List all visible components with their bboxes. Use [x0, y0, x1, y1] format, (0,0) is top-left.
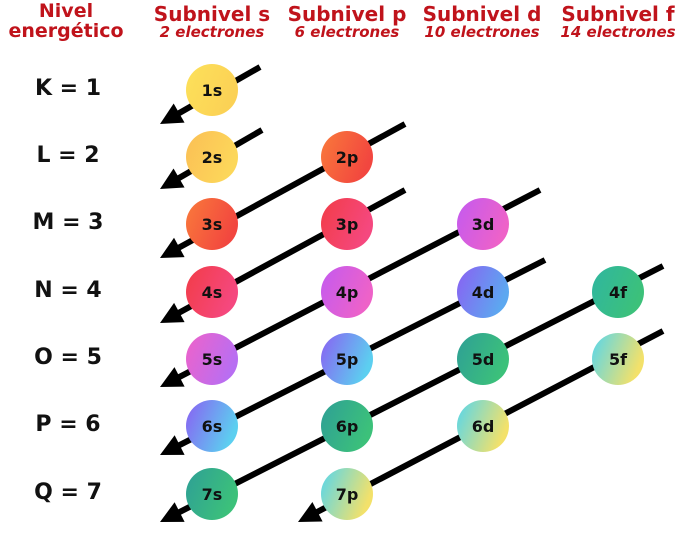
orbital-label-2p: 2p [336, 148, 359, 167]
orbital-5s: 5s [186, 333, 238, 385]
arrow-head-2 [160, 168, 185, 189]
column-header-f: Subnivel f 14 electrones [553, 4, 683, 41]
column-header-s: Subnivel s 2 electrones [148, 4, 276, 41]
orbital-circle-4p [321, 266, 373, 318]
orbital-6d: 6d [457, 400, 509, 452]
orbital-label-5s: 5s [202, 350, 223, 369]
orbital-circle-3s [186, 198, 238, 250]
orbital-label-1s: 1s [202, 81, 223, 100]
orbital-label-7p: 7p [336, 485, 359, 504]
orbital-circle-5d [457, 333, 509, 385]
orbital-5p: 5p [321, 333, 373, 385]
orbital-4s: 4s [186, 266, 238, 318]
orbital-4p: 4p [321, 266, 373, 318]
orbital-label-5p: 5p [336, 350, 359, 369]
column-subtitle-p: 6 electrones [294, 23, 400, 41]
orbital-circle-5s [186, 333, 238, 385]
orbital-label-4p: 4p [336, 283, 359, 302]
arrow-head-7 [160, 502, 185, 522]
orbital-circle-1s [186, 64, 238, 116]
arrow-head-3 [160, 237, 185, 258]
column-subtitle-d: 10 electrones [424, 23, 540, 41]
orbital-circle-6p [321, 400, 373, 452]
orbital-label-3d: 3d [472, 215, 495, 234]
orbital-2p: 2p [321, 131, 373, 183]
orbital-3s: 3s [186, 198, 238, 250]
orbital-5f: 5f [592, 333, 644, 385]
orbital-label-5d: 5d [472, 350, 495, 369]
orbital-circle-6s [186, 400, 238, 452]
orbital-circle-3d [457, 198, 509, 250]
orbital-label-4d: 4d [472, 283, 495, 302]
orbital-circle-4f [592, 266, 644, 318]
orbital-circle-2p [321, 131, 373, 183]
orbital-circle-7p [321, 468, 373, 520]
orbital-4f: 4f [592, 266, 644, 318]
level-label-k: K = 1 [34, 76, 102, 101]
level-label-l: L = 2 [36, 143, 100, 168]
orbital-circle-4d [457, 266, 509, 318]
orbital-circle-2s [186, 131, 238, 183]
column-header-d: Subnivel d 10 electrones [418, 4, 546, 41]
orbital-circle-5f [592, 333, 644, 385]
arrow-head-6 [160, 435, 185, 455]
orbital-label-6p: 6p [336, 417, 359, 436]
orbital-label-3p: 3p [336, 215, 359, 234]
orbital-circle-4s [186, 266, 238, 318]
column-subtitle-f: 14 electrones [560, 23, 676, 41]
column-title-p: Subnivel p [287, 2, 407, 26]
column-title-s: Subnivel s [153, 2, 271, 26]
orbital-label-4s: 4s [202, 283, 223, 302]
column-header-p: Subnivel p 6 electrones [283, 4, 411, 41]
orbital-label-5f: 5f [609, 350, 628, 369]
level-label-q: Q = 7 [34, 480, 102, 505]
orbital-circle-3p [321, 198, 373, 250]
orbital-label-6d: 6d [472, 417, 495, 436]
arrow-line-7 [176, 263, 665, 516]
orbital-circle-7s [186, 468, 238, 520]
orbital-7p: 7p [321, 468, 373, 520]
orbital-6s: 6s [186, 400, 238, 452]
orbital-circle-6d [457, 400, 509, 452]
arrow-head-8 [298, 502, 323, 522]
column-title-f: Subnivel f [561, 2, 675, 26]
orbital-5d: 5d [457, 333, 509, 385]
column-subtitle-s: 2 electrones [159, 23, 265, 41]
orbital-7s: 7s [186, 468, 238, 520]
orbital-6p: 6p [321, 400, 373, 452]
level-label-o: O = 5 [34, 345, 102, 370]
orbital-2s: 2s [186, 131, 238, 183]
level-label-p: P = 6 [35, 412, 101, 437]
level-label-m: M = 3 [32, 210, 104, 235]
level-column-title: Nivel energético [8, 0, 124, 42]
orbital-1s: 1s [186, 64, 238, 116]
orbital-3p: 3p [321, 198, 373, 250]
orbital-label-6s: 6s [202, 417, 223, 436]
arrow-head-4 [160, 302, 185, 323]
column-title-d: Subnivel d [422, 2, 542, 26]
orbital-circles: 1s 2s 2p 3s 3p 3d 4s 4p 4d 4f 5s 5p 5d 5f 6s 6p 6d 7s 7p [186, 64, 644, 520]
orbital-circle-5p [321, 333, 373, 385]
orbital-4d: 4d [457, 266, 509, 318]
orbital-label-7s: 7s [202, 485, 223, 504]
arrow-head-5 [160, 367, 185, 387]
level-label-n: N = 4 [34, 278, 102, 303]
orbital-label-3s: 3s [202, 215, 223, 234]
orbital-label-2s: 2s [202, 148, 223, 167]
level-column-header: Nivel energético [0, 0, 132, 42]
orbital-3d: 3d [457, 198, 509, 250]
orbital-label-4f: 4f [609, 283, 628, 302]
arrow-head-1 [160, 103, 185, 124]
